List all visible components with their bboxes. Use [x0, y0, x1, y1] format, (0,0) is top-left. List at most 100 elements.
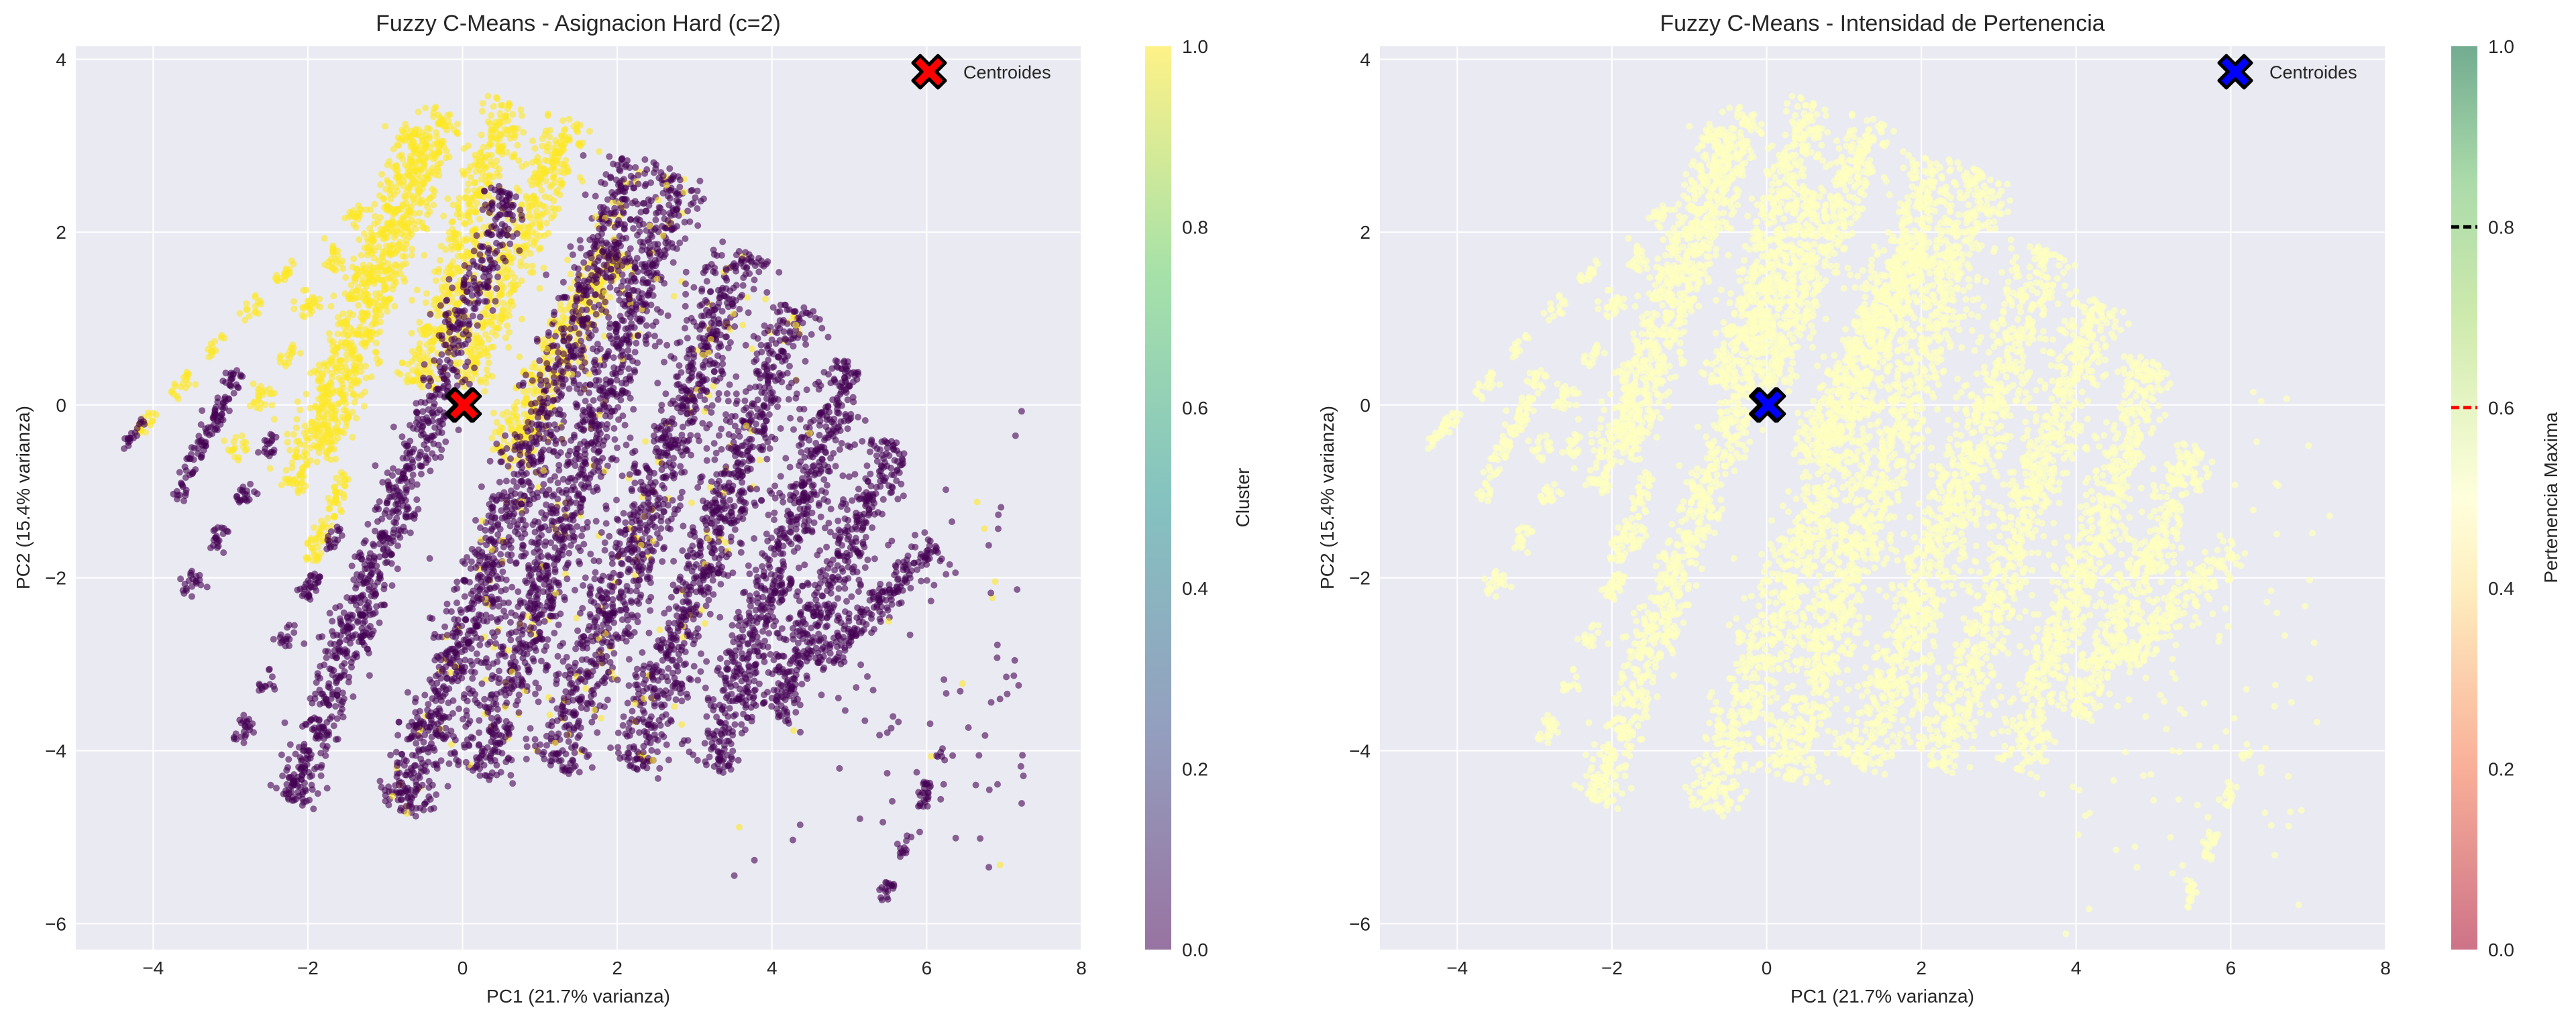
- data-point: [402, 484, 409, 492]
- data-point: [423, 290, 430, 297]
- data-point: [259, 391, 266, 398]
- data-point: [457, 640, 464, 648]
- data-point: [305, 427, 311, 435]
- data-point: [505, 512, 513, 520]
- data-point: [377, 319, 384, 326]
- data-point: [261, 448, 268, 455]
- data-point: [299, 465, 306, 472]
- data-point: [517, 262, 525, 270]
- data-point: [282, 475, 289, 483]
- data-point: [437, 137, 445, 145]
- data-point: [319, 633, 326, 640]
- data-point: [264, 441, 271, 448]
- data-point: [238, 432, 246, 439]
- data-point: [355, 607, 362, 614]
- data-point: [314, 543, 321, 551]
- data-point: [488, 127, 494, 134]
- data-point: [460, 368, 468, 376]
- data-point: [588, 332, 595, 339]
- data-point: [315, 410, 323, 418]
- data-point: [168, 387, 176, 394]
- data-point: [345, 370, 352, 377]
- data-point: [511, 403, 518, 410]
- data-point: [598, 178, 604, 186]
- data-point: [235, 454, 242, 461]
- data-point: [496, 242, 504, 249]
- data-point: [385, 484, 392, 491]
- data-point: [317, 750, 325, 756]
- data-point: [464, 336, 472, 343]
- data-point: [486, 457, 494, 465]
- data-point: [372, 339, 380, 347]
- data-point: [507, 455, 514, 462]
- data-point: [445, 317, 452, 324]
- data-point: [327, 302, 335, 310]
- data-point: [447, 669, 454, 676]
- data-point: [358, 251, 365, 259]
- data-point: [631, 184, 638, 192]
- data-point: [528, 434, 535, 441]
- data-point: [493, 596, 500, 603]
- data-point: [349, 434, 356, 441]
- data-point: [420, 376, 427, 384]
- data-point: [498, 514, 506, 522]
- data-point: [543, 271, 550, 278]
- data-point: [493, 129, 500, 136]
- data-point: [523, 262, 530, 270]
- data-point: [318, 394, 325, 400]
- data-point: [421, 800, 429, 807]
- data-point: [329, 386, 336, 393]
- data-point: [425, 456, 432, 463]
- data-point: [327, 528, 335, 535]
- data-point: [439, 335, 446, 343]
- data-point: [599, 219, 606, 226]
- data-point: [455, 427, 462, 434]
- data-point: [409, 774, 416, 781]
- data-point: [578, 337, 584, 345]
- data-point: [466, 321, 473, 328]
- data-point: [362, 340, 369, 347]
- data-point: [346, 309, 353, 317]
- data-point: [402, 121, 409, 128]
- data-point: [358, 392, 365, 399]
- data-point: [435, 148, 443, 156]
- data-point: [327, 336, 334, 343]
- data-point: [528, 400, 535, 408]
- data-point: [327, 544, 333, 551]
- data-point: [622, 184, 629, 192]
- data-point: [241, 723, 249, 730]
- data-point: [316, 385, 323, 392]
- data-point: [394, 542, 401, 549]
- data-point: [478, 131, 485, 139]
- data-point: [233, 494, 240, 500]
- data-point: [425, 701, 432, 708]
- data-point: [394, 732, 402, 739]
- data-point: [285, 795, 292, 803]
- data-point: [339, 331, 347, 338]
- data-point: [352, 224, 360, 231]
- data-point: [366, 262, 374, 269]
- data-point: [505, 344, 512, 351]
- data-point: [514, 141, 521, 149]
- data-point: [356, 236, 363, 243]
- data-point: [459, 558, 466, 565]
- data-point: [200, 447, 207, 454]
- data-point: [509, 780, 517, 787]
- data-point: [336, 525, 343, 532]
- data-point: [290, 298, 297, 305]
- data-point: [460, 255, 468, 262]
- data-point: [331, 484, 339, 491]
- data-point: [471, 179, 478, 186]
- data-point: [426, 614, 433, 622]
- data-point: [486, 174, 493, 181]
- data-point: [342, 345, 350, 352]
- data-point: [537, 381, 545, 388]
- data-point: [488, 435, 496, 442]
- data-point: [508, 500, 515, 507]
- data-point: [404, 689, 411, 696]
- data-point: [286, 447, 294, 454]
- data-point: [354, 211, 361, 219]
- data-point: [402, 757, 410, 764]
- data-point: [313, 458, 321, 465]
- data-point: [335, 400, 343, 407]
